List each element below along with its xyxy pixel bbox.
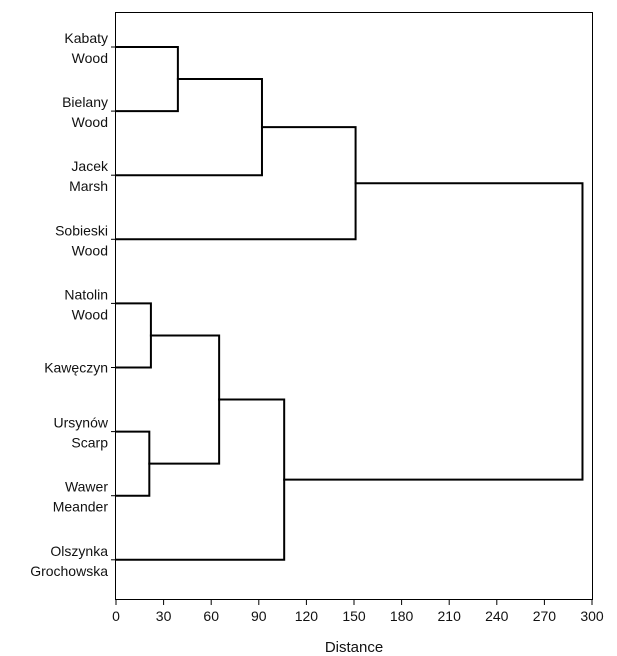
x-axis: 0 30 60 90 120 150 180 210 240 270 300 bbox=[112, 599, 604, 624]
leaf-label-line: Ursynów bbox=[54, 415, 109, 431]
x-axis-title: Distance bbox=[325, 639, 383, 656]
x-tick-label: 150 bbox=[342, 608, 366, 624]
leaf-label-line: Scarp bbox=[71, 435, 108, 451]
merge-link bbox=[148, 334, 221, 465]
x-tick-label: 240 bbox=[485, 608, 509, 624]
leaf-label-line: Marsh bbox=[69, 178, 108, 194]
merge-link bbox=[115, 398, 286, 561]
merge-link bbox=[115, 46, 179, 113]
leaf-label: Sobieski Wood bbox=[55, 222, 108, 258]
merge-link bbox=[115, 430, 151, 497]
x-tick-label: 270 bbox=[533, 608, 557, 624]
leaf-label-line: Natolin bbox=[64, 286, 108, 302]
leaf-label: Jacek Marsh bbox=[69, 158, 109, 194]
leaf-label-line: Wood bbox=[72, 242, 108, 258]
leaf-label-line: Kawęczyn bbox=[44, 360, 108, 376]
leaf-labels: Kabaty Wood Bielany Wood Jacek Marsh Sobieski W… bbox=[30, 30, 116, 579]
leaf-label-line: Bielany bbox=[62, 94, 108, 110]
leaf-label: Kawęczyn bbox=[44, 360, 108, 376]
merge-link bbox=[115, 78, 263, 177]
leaf-label: Wawer Meander bbox=[53, 479, 109, 515]
leaf-label: Olszynka Grochowska bbox=[30, 543, 108, 579]
x-tick-label: 120 bbox=[295, 608, 319, 624]
x-tick-label: 30 bbox=[156, 608, 172, 624]
x-tick-label: 300 bbox=[580, 608, 604, 624]
dendrogram-links bbox=[115, 46, 584, 561]
leaf-label-line: Grochowska bbox=[30, 563, 108, 579]
x-tick-label: 90 bbox=[251, 608, 267, 624]
x-tick-label: 0 bbox=[112, 608, 120, 624]
merge-link bbox=[115, 302, 152, 369]
leaf-label-line: Kabaty bbox=[64, 30, 108, 46]
plot-frame bbox=[115, 12, 593, 600]
leaf-label-line: Jacek bbox=[71, 158, 109, 174]
leaf-label-line: Wawer bbox=[65, 479, 108, 495]
merge-link bbox=[283, 182, 584, 481]
leaf-label-line: Meander bbox=[53, 499, 109, 515]
leaf-label: Kabaty Wood bbox=[64, 30, 108, 66]
leaf-label: Bielany Wood bbox=[62, 94, 108, 130]
x-tick-label: 180 bbox=[390, 608, 414, 624]
x-tick-label: 210 bbox=[438, 608, 462, 624]
leaf-label: Ursynów Scarp bbox=[54, 415, 109, 451]
leaf-label-line: Olszynka bbox=[50, 543, 108, 559]
merge-link bbox=[115, 126, 357, 241]
leaf-label: Natolin Wood bbox=[64, 286, 108, 322]
leaf-label-line: Wood bbox=[72, 50, 108, 66]
leaf-label-line: Wood bbox=[72, 114, 108, 130]
leaf-label-line: Wood bbox=[72, 306, 108, 322]
leaf-label-line: Sobieski bbox=[55, 222, 108, 238]
x-tick-label: 60 bbox=[203, 608, 219, 624]
